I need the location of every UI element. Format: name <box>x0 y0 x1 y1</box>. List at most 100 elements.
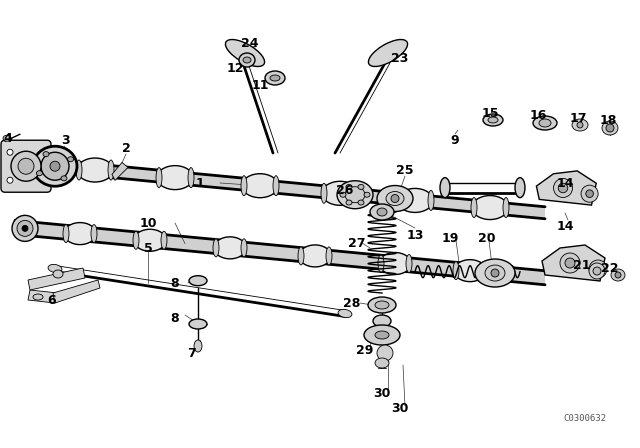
Ellipse shape <box>491 269 499 277</box>
Text: 29: 29 <box>356 344 374 357</box>
Ellipse shape <box>471 198 477 218</box>
Ellipse shape <box>63 224 69 243</box>
Ellipse shape <box>364 325 400 345</box>
Text: 17: 17 <box>569 112 587 125</box>
Ellipse shape <box>565 258 575 268</box>
Text: 18: 18 <box>599 113 617 126</box>
Ellipse shape <box>346 200 352 205</box>
Ellipse shape <box>515 178 525 198</box>
Ellipse shape <box>353 183 359 203</box>
Ellipse shape <box>326 247 332 265</box>
Ellipse shape <box>377 185 413 211</box>
Ellipse shape <box>611 269 625 281</box>
Ellipse shape <box>503 198 509 218</box>
Text: 14: 14 <box>556 220 573 233</box>
Ellipse shape <box>589 263 605 279</box>
Text: 7: 7 <box>188 346 196 359</box>
Polygon shape <box>536 171 596 205</box>
Ellipse shape <box>337 181 373 209</box>
Ellipse shape <box>213 239 219 257</box>
Ellipse shape <box>338 310 352 318</box>
Ellipse shape <box>454 260 486 282</box>
Ellipse shape <box>593 267 601 275</box>
Text: 22: 22 <box>601 262 619 275</box>
Text: 20: 20 <box>478 232 496 245</box>
Ellipse shape <box>453 262 459 280</box>
Text: 8: 8 <box>171 276 179 289</box>
Polygon shape <box>15 220 545 285</box>
Ellipse shape <box>375 301 389 309</box>
Ellipse shape <box>53 270 63 278</box>
Ellipse shape <box>7 149 13 155</box>
Ellipse shape <box>475 259 515 287</box>
Text: 8: 8 <box>171 311 179 324</box>
Ellipse shape <box>33 146 77 186</box>
Ellipse shape <box>558 183 568 193</box>
Ellipse shape <box>377 345 393 361</box>
Ellipse shape <box>239 53 255 67</box>
Ellipse shape <box>594 265 602 273</box>
Ellipse shape <box>41 152 69 180</box>
Ellipse shape <box>386 192 404 206</box>
Ellipse shape <box>189 276 207 286</box>
Ellipse shape <box>225 39 264 66</box>
Ellipse shape <box>189 319 207 329</box>
Ellipse shape <box>481 262 487 280</box>
Ellipse shape <box>321 183 327 203</box>
Ellipse shape <box>586 190 593 198</box>
Ellipse shape <box>391 194 399 202</box>
Text: C0300632: C0300632 <box>563 414 607 422</box>
Ellipse shape <box>581 185 598 202</box>
Text: 12: 12 <box>227 61 244 74</box>
Text: 16: 16 <box>529 108 547 121</box>
Ellipse shape <box>188 168 194 188</box>
Ellipse shape <box>156 168 162 188</box>
Ellipse shape <box>134 229 166 251</box>
Ellipse shape <box>397 189 433 212</box>
Ellipse shape <box>572 119 588 131</box>
Ellipse shape <box>64 223 96 245</box>
Ellipse shape <box>77 158 113 182</box>
Ellipse shape <box>36 171 42 176</box>
Ellipse shape <box>273 176 279 196</box>
Polygon shape <box>542 245 605 281</box>
Ellipse shape <box>358 200 364 205</box>
Ellipse shape <box>358 185 364 190</box>
Polygon shape <box>15 156 545 219</box>
Text: 25: 25 <box>396 164 413 177</box>
Text: 19: 19 <box>442 232 459 245</box>
Polygon shape <box>53 280 100 303</box>
Text: 27: 27 <box>348 237 365 250</box>
Ellipse shape <box>161 231 167 249</box>
Ellipse shape <box>369 39 408 66</box>
Polygon shape <box>28 290 58 303</box>
Text: 15: 15 <box>481 107 499 120</box>
Polygon shape <box>112 162 128 181</box>
Ellipse shape <box>485 265 505 281</box>
Ellipse shape <box>108 160 114 180</box>
Text: 24: 24 <box>241 36 259 49</box>
Polygon shape <box>28 268 85 290</box>
Ellipse shape <box>50 161 60 171</box>
Ellipse shape <box>242 174 278 198</box>
Ellipse shape <box>241 176 247 196</box>
Ellipse shape <box>298 247 304 265</box>
Ellipse shape <box>194 340 202 352</box>
Ellipse shape <box>602 121 618 135</box>
Text: 13: 13 <box>406 228 424 241</box>
Ellipse shape <box>241 239 247 257</box>
Ellipse shape <box>560 253 580 273</box>
Text: 3: 3 <box>61 134 69 146</box>
Ellipse shape <box>440 178 450 198</box>
Text: 30: 30 <box>373 387 390 400</box>
Ellipse shape <box>370 204 394 220</box>
Ellipse shape <box>214 237 246 259</box>
Ellipse shape <box>396 190 402 211</box>
Text: 14: 14 <box>556 177 573 190</box>
Ellipse shape <box>364 192 370 197</box>
Ellipse shape <box>539 119 551 127</box>
FancyBboxPatch shape <box>1 140 51 192</box>
Ellipse shape <box>243 57 251 63</box>
Text: 28: 28 <box>343 297 361 310</box>
Ellipse shape <box>18 158 34 174</box>
